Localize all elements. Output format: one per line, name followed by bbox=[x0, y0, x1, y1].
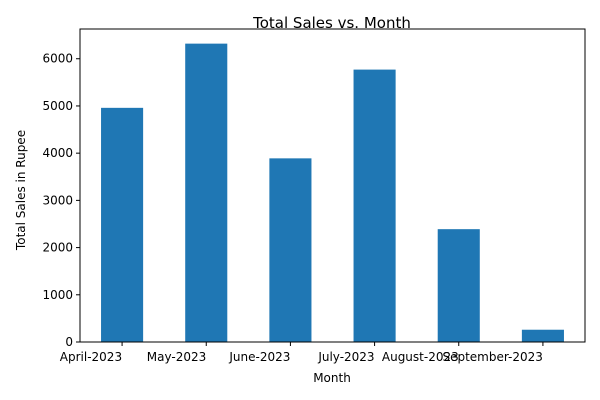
plot-frame bbox=[79, 28, 586, 343]
y-tick-label: 3000 bbox=[42, 193, 73, 207]
y-tick-label: 5000 bbox=[42, 99, 73, 113]
bar-september-2023 bbox=[521, 329, 564, 342]
y-tick-label: 1000 bbox=[42, 288, 73, 302]
bars-group bbox=[101, 43, 564, 343]
y-tick-label: 0 bbox=[65, 335, 73, 349]
chart-title: Total Sales vs. Month bbox=[252, 14, 411, 32]
y-axis-ticks: 0 1000 2000 3000 4000 5000 6000 bbox=[42, 52, 80, 349]
y-tick-label: 6000 bbox=[42, 52, 73, 66]
bar-june-2023 bbox=[269, 158, 312, 342]
x-tick-label: July-2023 bbox=[317, 350, 374, 364]
x-axis-label: Month bbox=[313, 371, 351, 385]
bar-may-2023 bbox=[185, 43, 228, 343]
y-tick-label: 4000 bbox=[42, 146, 73, 160]
x-tick-label: August-2023 bbox=[382, 350, 459, 364]
bar-april-2023 bbox=[101, 107, 144, 342]
bar-july-2023 bbox=[353, 69, 396, 342]
x-tick-label: April-2023 bbox=[60, 350, 122, 364]
x-tick-label: June-2023 bbox=[228, 350, 290, 364]
x-tick-label: May-2023 bbox=[147, 350, 206, 364]
x-tick-label: September-2023 bbox=[442, 350, 542, 364]
y-tick-label: 2000 bbox=[42, 241, 73, 255]
x-axis-ticks: April-2023 May-2023 June-2023 July-2023 Augu… bbox=[60, 342, 544, 364]
y-axis-label: Total Sales in Rupee bbox=[14, 130, 28, 251]
bar-august-2023 bbox=[437, 229, 480, 342]
